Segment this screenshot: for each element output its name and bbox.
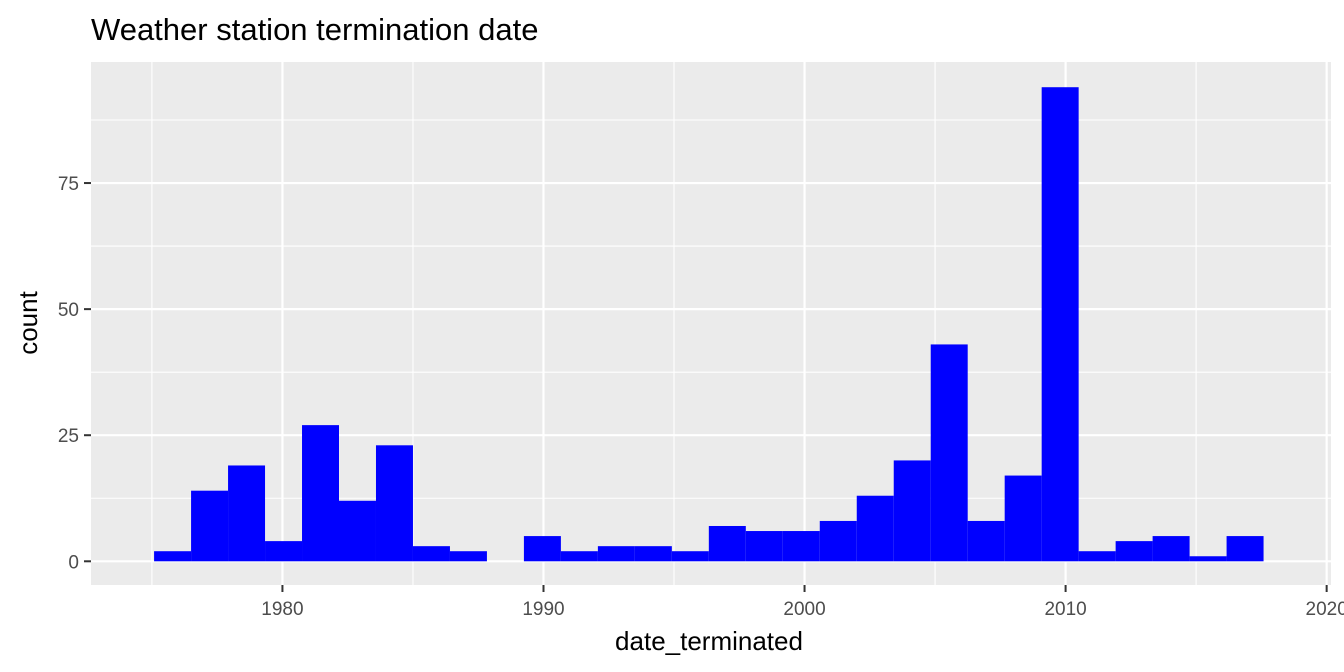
histogram-bar	[708, 525, 746, 562]
histogram-bar	[634, 546, 672, 562]
x-tick-label: 2020	[1306, 599, 1344, 620]
histogram-bar	[856, 495, 894, 562]
x-axis-title: date_terminated	[615, 626, 803, 656]
histogram-bar	[1078, 551, 1116, 562]
y-tick-label: 75	[58, 174, 79, 195]
histogram-bar	[967, 520, 1005, 562]
chart-title: Weather station termination date	[91, 12, 538, 47]
histogram-bar	[191, 490, 229, 562]
histogram-bar	[154, 551, 192, 562]
histogram-bar	[339, 500, 376, 562]
y-axis-title: count	[13, 290, 43, 354]
y-axis: 0 25 50 75	[58, 174, 91, 573]
histogram-bar	[1115, 541, 1153, 562]
histogram-bar	[560, 551, 598, 562]
histogram-bar	[597, 546, 635, 562]
histogram-bar	[449, 551, 487, 562]
histogram-bar	[671, 551, 709, 562]
y-tick-label: 50	[58, 300, 79, 321]
plot-panel	[91, 62, 1331, 585]
x-tick-label: 1990	[522, 599, 564, 620]
histogram-bar	[930, 344, 968, 562]
x-tick-label: 2010	[1044, 599, 1086, 620]
histogram-bar	[375, 445, 413, 562]
histogram-bar	[1004, 475, 1042, 562]
histogram-bars	[154, 87, 1264, 562]
histogram-bar	[1041, 87, 1079, 562]
histogram-bar	[228, 465, 266, 562]
y-tick-label: 0	[68, 552, 79, 573]
histogram-bar	[1152, 536, 1190, 562]
histogram-bar	[412, 546, 450, 562]
histogram-bar	[745, 531, 783, 562]
x-axis: 1980 1990 2000 2010 2020	[261, 585, 1344, 620]
x-tick-label: 1980	[261, 599, 303, 620]
histogram-bar	[1189, 556, 1227, 562]
histogram-bar	[1226, 536, 1264, 562]
histogram-bar	[893, 460, 931, 562]
x-tick-label: 2000	[783, 599, 825, 620]
y-tick-label: 25	[58, 426, 79, 447]
histogram-bar	[265, 541, 303, 562]
histogram-bar	[302, 425, 339, 562]
histogram-bar	[819, 520, 857, 562]
histogram-bar	[523, 536, 561, 562]
histogram-bar	[782, 531, 820, 562]
minor-gridlines	[91, 62, 1331, 585]
